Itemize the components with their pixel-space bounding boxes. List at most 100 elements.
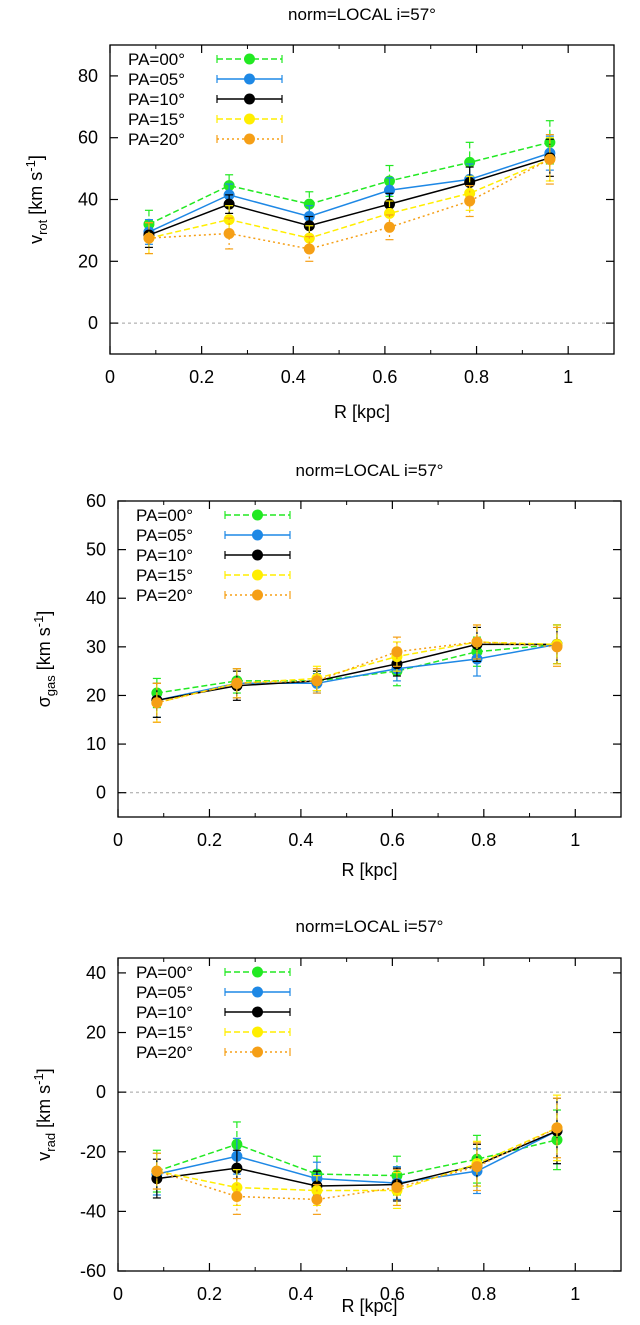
series-line xyxy=(156,1130,558,1184)
series-line xyxy=(156,643,557,702)
data-point xyxy=(551,1122,563,1134)
x-axis-label: R [kpc] xyxy=(334,402,390,422)
series-line xyxy=(148,141,551,225)
plot-frame xyxy=(117,957,622,1272)
data-point xyxy=(223,227,235,239)
y-tick-label: -40 xyxy=(80,1201,106,1221)
legend-label: PA=10° xyxy=(136,1003,193,1022)
x-tick-label: 0.2 xyxy=(197,1284,222,1304)
series-PA=10° xyxy=(151,624,563,718)
y-axis-label-part: rot xyxy=(35,219,50,235)
legend-marker xyxy=(252,549,263,561)
y-axis-label-part: [km s xyxy=(34,1085,54,1133)
legend-label: PA=05° xyxy=(136,983,193,1002)
legend-marker xyxy=(252,509,263,521)
legend-label: PA=20° xyxy=(136,1043,193,1062)
y-tick-label: 0 xyxy=(96,783,106,803)
x-tick-label: 0.8 xyxy=(464,367,489,387)
series-PA=05° xyxy=(151,624,563,718)
chart-title: norm=LOCAL i=57° xyxy=(288,5,436,24)
y-tick-label: 20 xyxy=(86,1023,106,1043)
data-point xyxy=(223,198,235,210)
y-axis-label-part: -1 xyxy=(31,1073,46,1085)
data-point xyxy=(551,641,563,653)
series-PA=20° xyxy=(143,134,556,262)
series-line xyxy=(148,158,551,239)
series-PA=05° xyxy=(143,135,556,245)
y-axis-label-part: [km s xyxy=(26,172,46,220)
x-tick-label: 0.6 xyxy=(380,830,405,850)
x-tick-label: 0 xyxy=(113,1284,123,1304)
series-PA=05° xyxy=(151,1097,563,1201)
data-point xyxy=(311,1193,323,1205)
legend-marker xyxy=(252,966,263,978)
y-tick-label: 20 xyxy=(78,251,98,271)
y-axis-label-part: [km s xyxy=(34,627,54,675)
data-point xyxy=(464,195,476,207)
x-tick-label: 1 xyxy=(570,830,580,850)
y-axis-label-part: ] xyxy=(34,611,54,616)
series-line xyxy=(156,643,558,694)
y-tick-label: 40 xyxy=(78,190,98,210)
legend-marker xyxy=(252,529,263,541)
legend-marker xyxy=(252,1006,263,1018)
legend-label: PA=10° xyxy=(136,546,193,565)
legend-marker xyxy=(252,569,263,581)
legend-marker xyxy=(252,1026,263,1038)
x-tick-label: 0.4 xyxy=(281,367,306,387)
legend-label: PA=05° xyxy=(128,70,185,89)
y-tick-label: -60 xyxy=(80,1261,106,1281)
data-point xyxy=(231,1190,243,1202)
data-point xyxy=(231,1162,243,1174)
y-tick-label: 50 xyxy=(86,540,106,560)
series-line xyxy=(156,1130,558,1187)
y-axis-label-part: -1 xyxy=(23,160,38,172)
plot-frame xyxy=(109,44,615,355)
legend: PA=00°PA=05°PA=10°PA=15°PA=20° xyxy=(136,506,291,605)
x-axis-label: R [kpc] xyxy=(341,1296,397,1316)
y-tick-label: 40 xyxy=(86,963,106,983)
data-point xyxy=(231,677,243,689)
x-tick-label: 0 xyxy=(113,830,123,850)
x-axis-label: R [kpc] xyxy=(341,860,397,880)
data-point xyxy=(311,675,323,687)
series-line xyxy=(156,1127,558,1192)
legend-label: PA=00° xyxy=(136,506,193,525)
y-axis-label-part: v xyxy=(26,235,46,244)
y-tick-label: 10 xyxy=(86,734,106,754)
y-axis-label: vrad [km s-1] xyxy=(31,1068,58,1160)
legend: PA=00°PA=05°PA=10°PA=15°PA=20° xyxy=(128,50,283,149)
legend-label: PA=15° xyxy=(136,1023,193,1042)
y-axis-label-part: gas xyxy=(43,675,58,696)
y-axis-label-part: ] xyxy=(26,155,46,160)
y-tick-label: 40 xyxy=(86,588,106,608)
legend-marker xyxy=(244,133,255,145)
data-point xyxy=(544,153,556,165)
y-tick-label: 60 xyxy=(78,128,98,148)
data-point xyxy=(464,156,476,168)
data-point xyxy=(391,646,403,658)
series-PA=15° xyxy=(151,624,563,723)
y-axis-label-part: rad xyxy=(43,1133,58,1152)
series-line xyxy=(148,152,551,233)
y-axis-label-part: v xyxy=(34,1152,54,1161)
data-point xyxy=(383,207,395,219)
chart-panel-1: norm=LOCAL i=57° 0 0.2 0.4 0.6 0.8 1 0 20 40 60 80 R… xyxy=(23,5,615,422)
x-tick-label: 0.4 xyxy=(288,830,313,850)
x-tick-label: 0.4 xyxy=(288,1284,313,1304)
y-axis-label-part: -1 xyxy=(31,616,46,628)
chart-panel-3: norm=LOCAL i=57° 0 0.2 0.4 0.6 0.8 1 -60 -40 -20 0… xyxy=(31,917,622,1316)
data-point xyxy=(471,1161,483,1173)
data-point xyxy=(151,697,163,709)
legend-marker xyxy=(244,93,255,105)
data-point xyxy=(471,636,483,648)
chart-title: norm=LOCAL i=57° xyxy=(296,461,444,480)
data-point xyxy=(151,1165,163,1177)
y-tick-label: -20 xyxy=(80,1142,106,1162)
series-line xyxy=(156,1139,558,1177)
data-point xyxy=(303,243,315,255)
legend-marker xyxy=(252,589,263,601)
x-tick-label: 0.6 xyxy=(372,367,397,387)
legend-marker xyxy=(252,986,263,998)
